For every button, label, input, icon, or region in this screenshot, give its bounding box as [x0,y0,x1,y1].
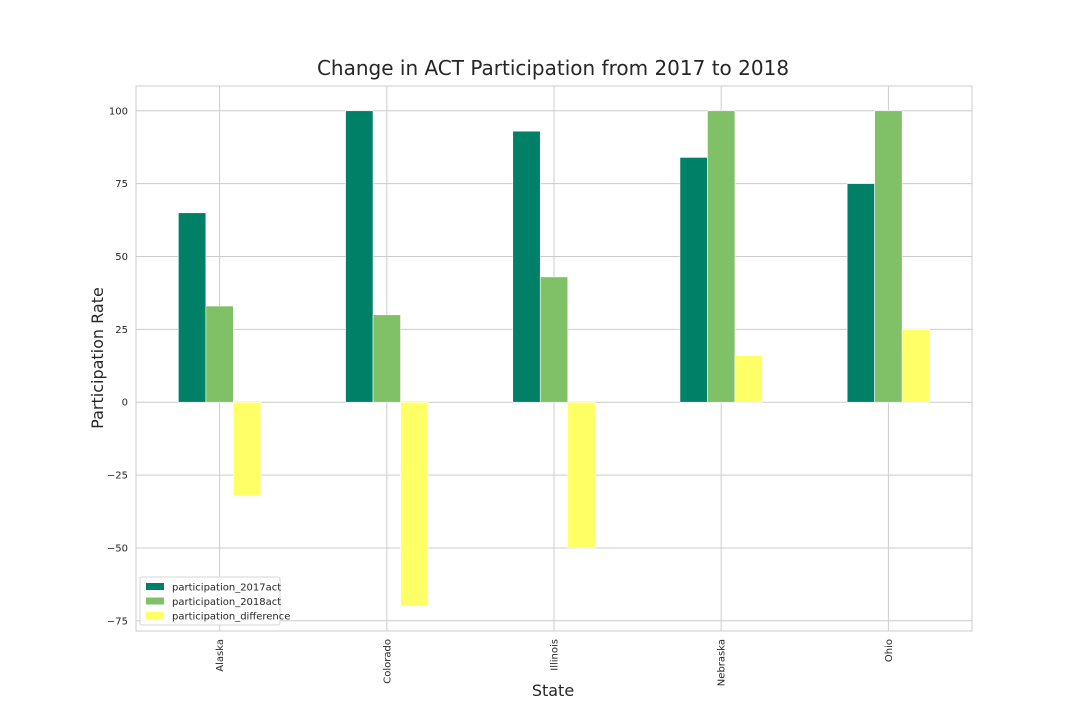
y-tick-label: 0 [122,398,128,409]
x-tick-label: Alaska [215,639,226,672]
bar-participation-2018act-ohio [874,110,903,403]
x-tick-label: Illinois [550,639,561,671]
x-tick-label: Nebraska [717,639,728,686]
bar-participation-2017act-ohio [846,183,875,403]
legend-entry-label: participation_2018act [172,597,281,608]
legend-swatch [146,612,164,619]
bar-participation-2018act-alaska [205,305,234,403]
bar-participation-2017act-illinois [512,130,541,403]
y-tick-label: −75 [107,616,128,627]
bar-participation-2018act-illinois [539,276,569,403]
legend-swatch [146,583,164,590]
y-tick-label: 100 [109,106,128,117]
y-tick-label: −25 [107,471,128,482]
legend-frame [139,576,281,626]
y-tick-label: 25 [115,325,128,336]
bar-participation-difference-colorado [400,401,429,607]
y-axis-label: Participation Rate [88,287,107,429]
bar-participation-difference-alaska [233,401,262,496]
y-tick-label: 50 [115,252,128,263]
legend: participation_2017act participation_2018a… [139,576,290,626]
x-tick-label: Ohio [884,639,895,662]
bar-participation-difference-nebraska [734,355,763,403]
y-tick-label: −50 [107,543,128,554]
bar-participation-2018act-colorado [372,314,401,403]
chart-title: Change in ACT Participation from 2017 to… [317,56,789,80]
x-axis-label: State [532,681,574,700]
bar-participation-difference-illinois [567,401,596,549]
bar-participation-difference-ohio [901,329,930,403]
plot-frame [135,85,973,632]
bar-participation-2017act-colorado [345,110,374,403]
legend-swatch [146,597,164,605]
bar-participation-2018act-nebraska [707,110,736,403]
bar-participation-2017act-nebraska [679,157,708,403]
x-tick-label: Colorado [382,639,393,684]
y-tick-label: 75 [115,179,128,190]
bar-participation-2017act-alaska [178,212,207,403]
legend-entry-label: participation_difference [172,612,290,623]
legend-entry-label: participation_2017act [172,583,281,594]
